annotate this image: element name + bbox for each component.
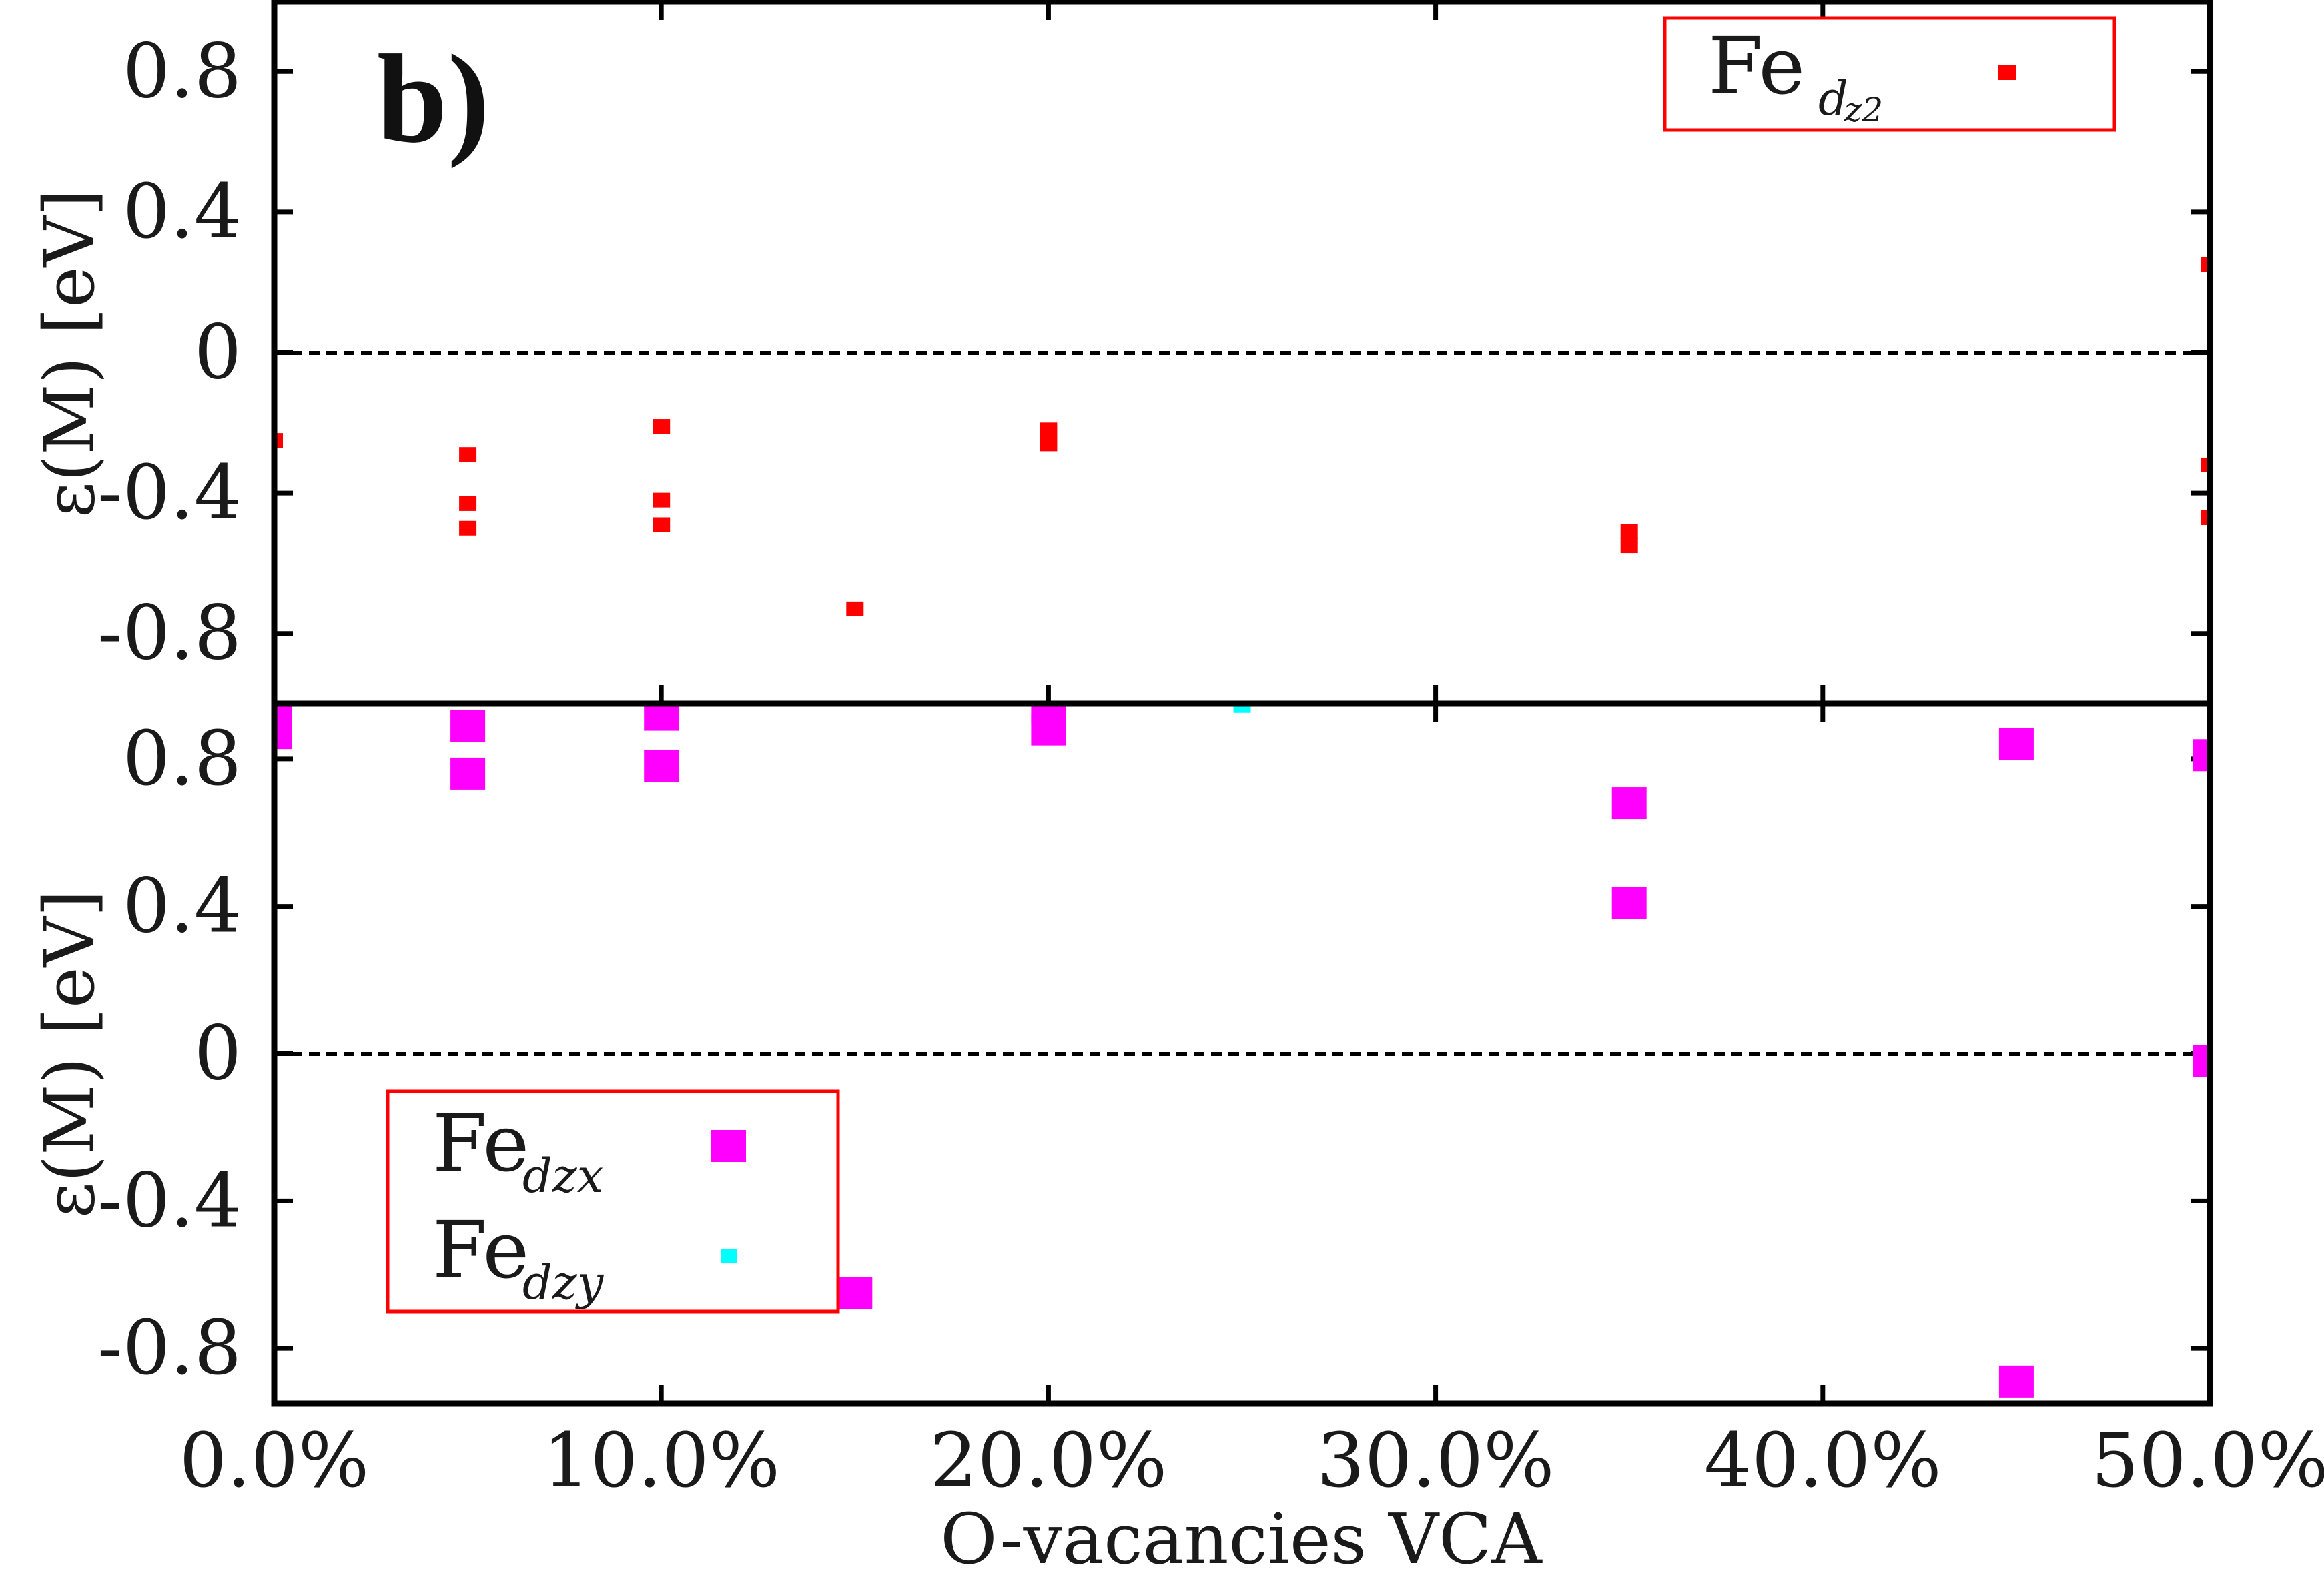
y-tick-label: 0.4	[123, 863, 242, 950]
legend-fe-z2-subsub: z2	[1844, 91, 1883, 129]
panel-label: b)	[377, 29, 490, 169]
y-tick-label: 0.8	[123, 28, 242, 115]
data-point	[459, 520, 477, 536]
x-axis-title: O-vacancies VCA	[940, 1498, 1543, 1573]
bottom-legend-box	[386, 1089, 840, 1314]
y-tick-label: -0.4	[97, 1157, 242, 1244]
x-tick-label: 10.0%	[542, 1418, 780, 1504]
legend-fe-zx-sub: dzx	[522, 1149, 603, 1203]
x-tick-label: 30.0%	[1317, 1418, 1555, 1504]
legend-fe-z2-sub: d	[1818, 71, 1848, 126]
bottom-y-axis-title: ε(M) [eV]	[29, 890, 110, 1218]
data-point	[459, 496, 477, 511]
y-tick-label: 0.4	[123, 169, 242, 255]
y-tick-label: -0.8	[97, 1305, 242, 1392]
data-point	[1998, 1365, 2034, 1398]
data-point	[450, 757, 486, 790]
data-point	[644, 750, 679, 782]
legend-fe-zy-sub: dzy	[522, 1255, 605, 1310]
y-tick-label: 0	[194, 1011, 242, 1097]
data-point	[1040, 422, 1058, 438]
top-panel: -0.8 -0.4 0 0.4 0.8 b) ε(M) [eV] Fe d z2	[29, 0, 2213, 707]
data-point	[1620, 524, 1638, 540]
data-point	[1611, 787, 1647, 820]
data-point	[653, 419, 671, 434]
x-tick-label: 0.0%	[179, 1418, 370, 1504]
legend-fe-zx-label: Fe	[432, 1097, 529, 1189]
legend-fe-z2-label: Fe	[1708, 20, 1805, 112]
x-tick-label: 50.0%	[2091, 1418, 2324, 1504]
top-data-points	[274, 257, 2210, 616]
top-legend-box	[1663, 16, 2116, 132]
data-point	[1040, 436, 1058, 452]
data-point	[846, 601, 864, 616]
y-tick-label: -0.8	[97, 590, 242, 677]
top-legend: Fe d z2	[1663, 16, 2116, 132]
x-tick-label: 40.0%	[1704, 1418, 1942, 1504]
bottom-legend: Fe dzx Fe dzy	[386, 1089, 840, 1314]
legend-fe-zy-swatch	[721, 1249, 737, 1263]
data-point	[1620, 538, 1638, 554]
data-point	[653, 517, 671, 532]
data-point	[837, 1277, 873, 1309]
top-y-tick-labels: -0.8 -0.4 0 0.4 0.8	[97, 28, 242, 676]
data-point	[644, 704, 679, 731]
top-y-ticks	[274, 69, 2210, 636]
bottom-y-tick-labels: -0.8 -0.4 0 0.4 0.8	[97, 716, 242, 1392]
legend-fe-zx-swatch	[711, 1130, 746, 1162]
top-y-axis-title: ε(M) [eV]	[29, 189, 110, 518]
bottom-panel: -0.8 -0.4 0 0.4 0.8 0.0% 10.0% 20.0% 30.0% 40.0%…	[29, 700, 2324, 1573]
x-tick-label: 20.0%	[930, 1418, 1168, 1504]
data-point	[459, 447, 477, 462]
data-point	[1998, 728, 2034, 760]
data-point	[1031, 713, 1066, 746]
legend-fe-zy-label: Fe	[432, 1204, 529, 1296]
data-point	[450, 710, 486, 742]
y-tick-label: -0.4	[97, 450, 242, 536]
y-tick-label: 0	[194, 310, 242, 396]
data-point	[1611, 887, 1647, 919]
legend-fe-z2-swatch	[1998, 65, 2016, 80]
data-point	[653, 492, 671, 508]
y-tick-label: 0.8	[123, 716, 242, 803]
bottom-x-tick-labels: 0.0% 10.0% 20.0% 30.0% 40.0% 50.0%	[179, 1418, 2324, 1504]
bottom-plot-frame	[271, 700, 2213, 1407]
